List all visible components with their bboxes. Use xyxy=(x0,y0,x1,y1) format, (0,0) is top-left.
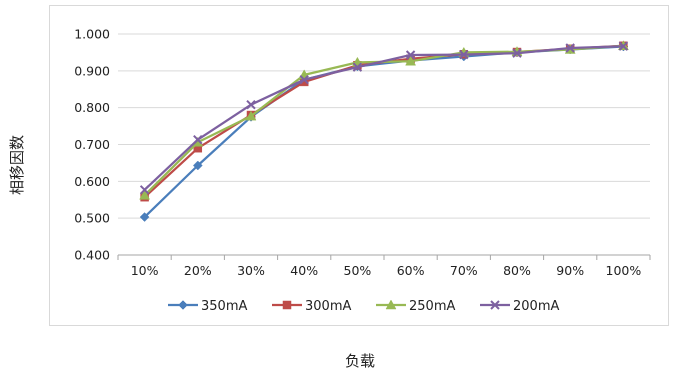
data-point-350mA xyxy=(139,212,150,222)
x-tick-label: 20% xyxy=(184,263,212,278)
legend-label: 250mA xyxy=(409,299,455,314)
legend-item-350mA: 350mA xyxy=(168,299,247,314)
x-tick-label: 60% xyxy=(397,263,425,278)
series-line-200mA xyxy=(143,45,624,191)
y-tick-label: 0.800 xyxy=(74,100,110,115)
x-tick-label: 100% xyxy=(606,263,642,278)
data-point-200mA xyxy=(299,74,309,85)
legend-marker xyxy=(282,300,292,310)
data-point-200mA xyxy=(459,49,469,60)
y-tick-label: 1.000 xyxy=(74,27,110,42)
data-point-200mA xyxy=(352,62,363,72)
legend-label: 200mA xyxy=(513,299,559,314)
legend-marker xyxy=(178,300,188,310)
x-tick-label: 50% xyxy=(344,263,372,278)
x-tick-label: 90% xyxy=(556,263,584,278)
x-tick-label: 10% xyxy=(131,263,159,278)
gridlines xyxy=(118,33,650,219)
y-tick-label: 0.700 xyxy=(74,137,110,152)
data-point-200mA xyxy=(512,48,522,58)
series-group xyxy=(139,40,629,222)
data-point-200mA xyxy=(405,50,416,60)
y-tick-label: 0.400 xyxy=(74,248,110,263)
legend-marker xyxy=(385,299,397,310)
chart-frame xyxy=(49,5,669,326)
legend-item-200mA: 200mA xyxy=(480,299,559,314)
y-tick-label: 0.600 xyxy=(74,174,110,189)
x-tick-label: 70% xyxy=(450,263,478,278)
data-point-200mA xyxy=(618,41,629,51)
y-tick-label: 0.900 xyxy=(74,63,110,78)
data-point-200mA xyxy=(565,43,575,53)
legend: 350mA 300mA 250mA 200mA xyxy=(168,299,559,314)
data-point-200mA xyxy=(246,100,256,110)
x-tick-label: 40% xyxy=(290,263,318,278)
legend-marker xyxy=(490,300,500,310)
y-axis-title: 相移因数 xyxy=(8,135,26,195)
legend-label: 300mA xyxy=(305,299,351,314)
x-tick-label: 30% xyxy=(237,263,265,278)
data-point-250mA xyxy=(139,189,151,200)
x-axis-title: 负载 xyxy=(345,352,375,370)
legend-item-250mA: 250mA xyxy=(376,299,455,314)
data-point-250mA xyxy=(405,55,417,66)
data-point-200mA xyxy=(193,135,203,145)
y-tick-label: 0.500 xyxy=(74,211,110,226)
x-tick-label: 80% xyxy=(503,263,531,278)
data-point-350mA xyxy=(192,160,203,171)
legend-label: 350mA xyxy=(201,299,247,314)
data-point-250mA xyxy=(245,110,257,121)
series-200mA xyxy=(139,41,629,195)
legend-item-300mA: 300mA xyxy=(272,299,351,314)
data-point-200mA xyxy=(139,185,150,195)
axes: 0.400 0.500 0.600 0.700 0.800 0.900 1.000 10% 20… xyxy=(74,27,651,278)
